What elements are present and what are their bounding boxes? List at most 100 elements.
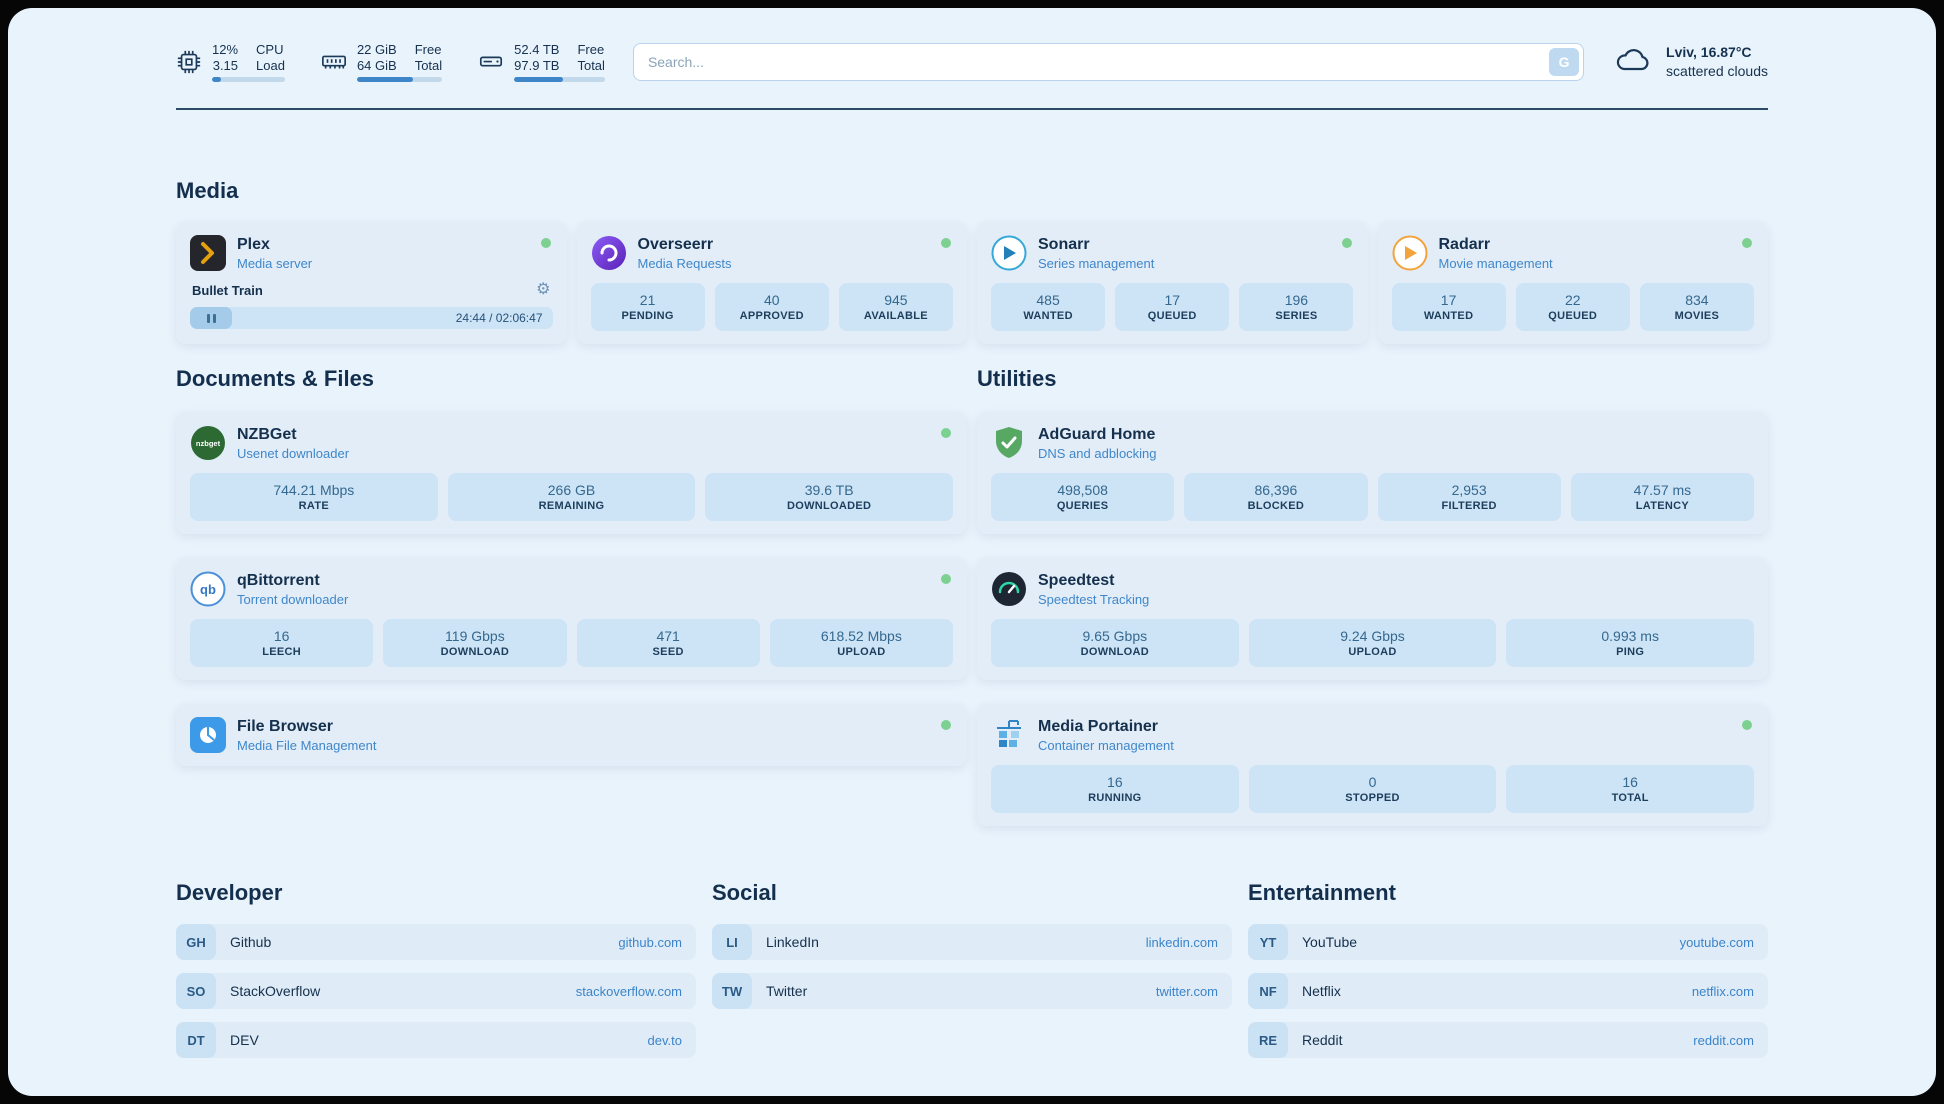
app-subtitle: DNS and adblocking	[1038, 445, 1157, 461]
link-netflix[interactable]: NF Netflix netflix.com	[1248, 973, 1768, 1009]
disk-total-value: 97.9 TB	[514, 58, 560, 73]
link-github[interactable]: GH Github github.com	[176, 924, 696, 960]
disk-progress-fill	[514, 77, 564, 82]
stat-upload: 618.52 Mbps UPLOAD	[769, 619, 953, 667]
link-twitter[interactable]: TW Twitter twitter.com	[712, 973, 1232, 1009]
status-dot	[1742, 720, 1752, 730]
app-subtitle: Usenet downloader	[237, 445, 350, 461]
app-name: File Browser	[237, 717, 334, 735]
stat-seed: 471 SEED	[576, 619, 760, 667]
sonarr-card[interactable]: Sonarr Series management 485 WANTED 17 QUE…	[977, 222, 1368, 344]
cpu-load-label: Load	[256, 58, 285, 73]
ram-total-value: 64 GiB	[356, 58, 397, 73]
svg-text:qb: qb	[200, 582, 216, 597]
ram-total-label: Total	[414, 58, 443, 73]
disk-free-label: Free	[577, 42, 605, 57]
status-dot	[941, 238, 951, 248]
app-subtitle: Speedtest Tracking	[1038, 591, 1150, 607]
disk-widget: 52.4 TB Free 97.9 TB Total	[478, 42, 605, 82]
status-dot	[941, 720, 951, 730]
stat-remaining: 266 GB REMAINING	[447, 473, 696, 521]
qbittorrent-card[interactable]: qb qBittorrent Torrent downloader 16 LEEC…	[176, 558, 967, 680]
filebrowser-icon	[190, 717, 226, 753]
linkedin-badge: LI	[712, 924, 752, 960]
media-section-title: Media	[176, 178, 239, 203]
link-stackoverflow[interactable]: SO StackOverflow stackoverflow.com	[176, 973, 696, 1009]
app-name: AdGuard Home	[1038, 425, 1156, 443]
playback-time: 24:44 / 02:06:47	[455, 311, 543, 325]
dev-badge: DT	[176, 1022, 216, 1058]
stat-rate: 744.21 Mbps RATE	[190, 473, 438, 521]
cloud-icon	[1614, 45, 1654, 80]
app-name: qBittorrent	[237, 571, 320, 589]
stat-leech: 16 LEECH	[190, 619, 374, 667]
nzbget-card[interactable]: nzbget NZBGet Usenet downloader 744.21 M…	[176, 412, 967, 534]
stat-available: 945 AVAILABLE	[838, 283, 953, 331]
disk-free-value: 52.4 TB	[514, 42, 560, 57]
cpu-progress-fill	[212, 77, 221, 82]
stat-downloaded: 39.6 TB DOWNLOADED	[705, 473, 953, 521]
entertainment-section-title: Entertainment	[1248, 880, 1396, 905]
ram-free-value: 22 GiB	[356, 42, 397, 57]
status-dot	[1742, 238, 1752, 248]
app-name: Sonarr	[1038, 235, 1090, 253]
app-subtitle: Media Requests	[637, 255, 732, 271]
qbittorrent-icon: qb	[190, 571, 226, 607]
top-bar: 12% CPU 3.15 Load 22	[176, 42, 1768, 82]
filebrowser-card[interactable]: File Browser Media File Management	[176, 704, 967, 766]
plex-card[interactable]: Plex Media server Bullet Train ⚙ 24:44 /…	[176, 222, 567, 344]
stat-filtered: 2,953 FILTERED	[1377, 473, 1561, 521]
playback-progress-bar[interactable]: 24:44 / 02:06:47	[190, 307, 553, 329]
weather-location-temp: Lviv, 16.87°C	[1666, 44, 1752, 61]
developer-section: Developer GH Github github.com SO StackO…	[176, 880, 696, 1071]
utilities-column: Utilities AdGuard Home DNS and adblockin…	[977, 366, 1768, 826]
overseerr-card[interactable]: Overseerr Media Requests 21 PENDING 40 APP…	[576, 222, 967, 344]
developer-section-title: Developer	[176, 880, 283, 905]
utilities-section-title: Utilities	[977, 366, 1057, 391]
twitter-badge: TW	[712, 973, 752, 1009]
plex-icon	[190, 235, 226, 271]
stat-blocked: 86,396 BLOCKED	[1184, 473, 1368, 521]
cpu-label: CPU	[256, 42, 284, 57]
status-dot	[941, 428, 951, 438]
app-name: Media Portainer	[1038, 717, 1159, 735]
stat-queued: 17 QUEUED	[1115, 283, 1230, 331]
app-name: Plex	[237, 235, 270, 253]
speedtest-icon	[991, 571, 1027, 607]
ram-widget: 22 GiB Free 64 GiB Total	[321, 42, 443, 82]
documents-column: Documents & Files nzbget NZBGet Usenet d…	[176, 366, 967, 826]
status-dot	[1341, 238, 1352, 248]
dashboard-screen: 12% CPU 3.15 Load 22	[8, 8, 1936, 1096]
status-dot	[540, 238, 551, 248]
gear-icon[interactable]: ⚙	[536, 281, 551, 298]
stat-wanted: 17 WANTED	[1391, 283, 1506, 331]
app-subtitle: Movie management	[1438, 255, 1553, 271]
speedtest-card[interactable]: Speedtest Speedtest Tracking 9.65 Gbps DO…	[977, 558, 1768, 680]
stat-running: 16 RUNNING	[991, 765, 1239, 813]
stat-upload: 9.24 Gbps UPLOAD	[1248, 619, 1497, 667]
adguard-card[interactable]: AdGuard Home DNS and adblocking 498,508 Q…	[977, 412, 1768, 534]
link-linkedin[interactable]: LI LinkedIn linkedin.com	[712, 924, 1232, 960]
disk-progress-track	[514, 77, 605, 82]
search-input[interactable]	[632, 43, 1585, 81]
stat-total: 16 TOTAL	[1506, 765, 1754, 813]
stat-ping: 0.993 ms PING	[1506, 619, 1754, 667]
github-badge: GH	[176, 924, 216, 960]
link-reddit[interactable]: RE Reddit reddit.com	[1248, 1022, 1768, 1058]
cpu-widget: 12% CPU 3.15 Load	[176, 42, 285, 82]
stackoverflow-badge: SO	[176, 973, 216, 1009]
ram-progress-fill	[356, 77, 414, 82]
pause-button[interactable]	[190, 307, 232, 329]
link-dev[interactable]: DT DEV dev.to	[176, 1022, 696, 1058]
radarr-card[interactable]: Radarr Movie management 17 WANTED 22 QUEUE…	[1377, 222, 1768, 344]
documents-section-title: Documents & Files	[176, 366, 375, 391]
portainer-card[interactable]: Media Portainer Container management 16 R…	[977, 704, 1768, 826]
adguard-icon	[991, 425, 1027, 461]
system-widgets: 12% CPU 3.15 Load 22	[176, 42, 605, 82]
stat-download: 119 Gbps DOWNLOAD	[383, 619, 567, 667]
search-engine-button[interactable]: G	[1549, 48, 1580, 76]
search-bar: G	[632, 43, 1585, 81]
stat-approved: 40 APPROVED	[714, 283, 829, 331]
status-dot	[941, 574, 951, 584]
link-youtube[interactable]: YT YouTube youtube.com	[1248, 924, 1768, 960]
